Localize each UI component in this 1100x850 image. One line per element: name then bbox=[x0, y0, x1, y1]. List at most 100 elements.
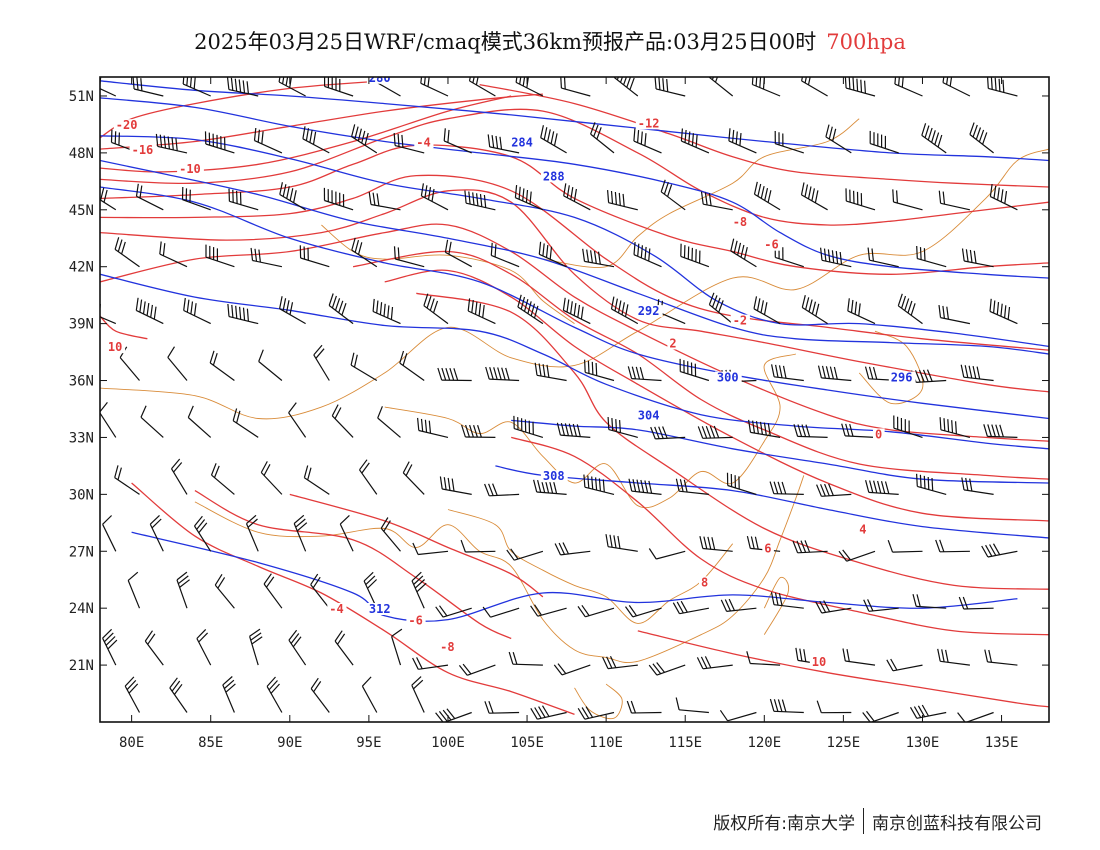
wind-barb bbox=[196, 628, 212, 666]
wind-barb bbox=[135, 297, 164, 325]
wind-barb bbox=[530, 604, 567, 617]
wind-barb bbox=[310, 573, 330, 609]
wind-barb bbox=[435, 605, 472, 618]
pressure-level: 700hpa bbox=[826, 30, 906, 54]
wind-barb bbox=[372, 298, 401, 325]
temperature-contour-label-bg bbox=[809, 656, 829, 669]
temperature-contour-label: -8 bbox=[440, 640, 454, 654]
temperature-contour-line bbox=[511, 436, 1049, 636]
wind-barb bbox=[769, 481, 804, 495]
wind-barb bbox=[350, 352, 378, 382]
wind-barb bbox=[862, 710, 899, 722]
wind-barb bbox=[680, 243, 710, 268]
wind-barb bbox=[482, 606, 520, 618]
temperature-contour-line bbox=[416, 292, 1049, 590]
wind-barb bbox=[961, 248, 994, 268]
lon-tick-label: 80E bbox=[119, 735, 144, 751]
wind-barb bbox=[935, 539, 970, 553]
height-contour-label: 284 bbox=[511, 135, 533, 149]
temperature-contour-label: -4 bbox=[416, 135, 430, 149]
boundary-line bbox=[100, 148, 1049, 420]
wind-barb bbox=[351, 237, 378, 268]
wind-barb bbox=[393, 246, 425, 268]
wind-barb bbox=[553, 663, 591, 676]
wind-barb bbox=[193, 515, 212, 552]
wind-barb bbox=[169, 677, 188, 713]
temperature-contour-label-bg bbox=[667, 337, 679, 350]
wind-barb bbox=[538, 241, 567, 268]
wind-barb bbox=[800, 182, 828, 211]
plot-frame bbox=[99, 76, 1050, 723]
footer-separator bbox=[863, 808, 864, 834]
wind-barb bbox=[159, 241, 188, 268]
wind-barb bbox=[628, 478, 662, 495]
wind-barb bbox=[937, 648, 970, 666]
wind-barb bbox=[245, 514, 259, 552]
temperature-contour-label-bg bbox=[857, 523, 869, 536]
wind-barb bbox=[938, 305, 971, 325]
wind-barb bbox=[847, 298, 876, 325]
wind-barb bbox=[845, 188, 876, 211]
height-contour-label-bg bbox=[540, 470, 568, 483]
wind-barb bbox=[484, 483, 520, 497]
temperature-contour-label: -20 bbox=[116, 118, 138, 132]
wind-barb bbox=[377, 406, 401, 438]
wind-barb bbox=[607, 190, 638, 211]
wind-barb bbox=[339, 514, 354, 552]
wind-barb bbox=[865, 480, 899, 495]
boundary-line bbox=[447, 509, 734, 624]
wind-barb bbox=[675, 697, 709, 714]
lon-tick-label: 120E bbox=[747, 735, 781, 751]
temperature-contour-label: -6 bbox=[408, 613, 422, 627]
wind-barb bbox=[720, 598, 757, 612]
height-contour-label-bg bbox=[540, 170, 568, 183]
wind-barb bbox=[602, 655, 638, 670]
wind-barb bbox=[485, 366, 520, 382]
temperature-contour-line bbox=[479, 83, 1049, 188]
lat-tick-label: 42N bbox=[69, 260, 94, 276]
boundary-line bbox=[858, 330, 924, 405]
wind-barb bbox=[102, 628, 118, 666]
wind-barb bbox=[530, 705, 567, 720]
wind-barb bbox=[260, 461, 283, 495]
height-contour-label: 308 bbox=[543, 469, 565, 483]
wind-barb bbox=[299, 245, 330, 268]
wind-barb bbox=[391, 628, 403, 666]
wind-barb bbox=[867, 247, 899, 268]
lon-tick-label: 130E bbox=[906, 735, 940, 751]
lat-tick-label: 30N bbox=[69, 487, 94, 503]
temperature-contour-label: -10 bbox=[179, 162, 201, 176]
wind-barb bbox=[155, 133, 188, 154]
wind-barb bbox=[140, 405, 164, 438]
wind-barb bbox=[540, 125, 567, 154]
wind-barb bbox=[921, 123, 947, 154]
wind-barb bbox=[981, 543, 1018, 558]
wind-barb bbox=[770, 592, 804, 609]
footer-right: 南京创蓝科技有限公司 bbox=[872, 813, 1042, 834]
temperature-contour-line bbox=[100, 189, 1049, 393]
wind-barb bbox=[582, 248, 615, 268]
wind-barb bbox=[697, 425, 733, 439]
wind-barb bbox=[610, 296, 639, 325]
wind-barb bbox=[443, 128, 472, 154]
temperature-contour-label-bg bbox=[762, 542, 774, 555]
wind-barb bbox=[699, 536, 733, 552]
wind-barb bbox=[590, 122, 615, 154]
wind-barb bbox=[605, 534, 638, 552]
wind-barb bbox=[303, 465, 330, 495]
wind-barb bbox=[324, 77, 354, 97]
wind-barb bbox=[793, 424, 828, 438]
wind-barb bbox=[331, 404, 354, 438]
wind-barb bbox=[393, 132, 425, 154]
temperature-contour-label: -6 bbox=[764, 238, 778, 252]
height-contour-line bbox=[100, 97, 1049, 279]
height-contour-label-bg bbox=[509, 136, 536, 149]
height-contours-layer bbox=[100, 80, 1049, 622]
wind-barb bbox=[633, 242, 662, 268]
wind-barb bbox=[114, 237, 140, 268]
wind-barb bbox=[989, 184, 1018, 211]
wind-barb bbox=[279, 296, 306, 325]
wind-barb bbox=[869, 130, 899, 154]
wind-barb bbox=[334, 630, 354, 666]
wind-barb bbox=[625, 605, 662, 618]
